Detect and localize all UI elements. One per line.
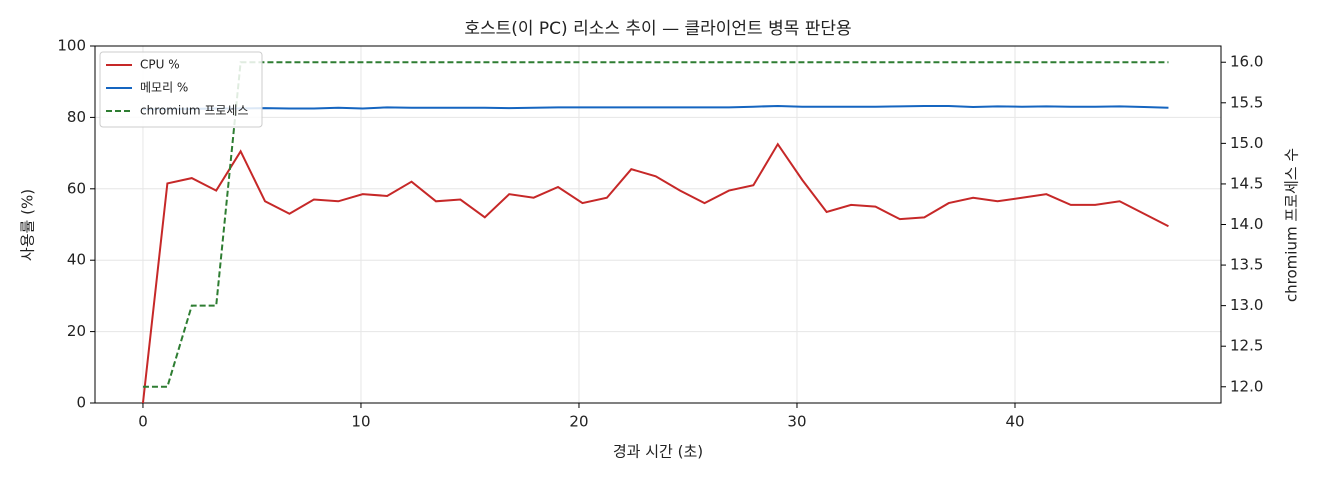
y2-tick-label: 15.5	[1230, 93, 1263, 111]
x-tick-label: 40	[1005, 413, 1024, 431]
y2-tick-label: 12.5	[1230, 337, 1263, 355]
y-tick-label: 80	[67, 108, 86, 126]
y-tick-label: 0	[76, 394, 86, 412]
y2-tick-label: 15.0	[1230, 134, 1263, 152]
x-tick-label: 10	[351, 413, 370, 431]
legend-box	[99, 51, 263, 128]
series-line	[142, 104, 1169, 111]
y2-tick-label: 14.5	[1230, 174, 1263, 192]
x-tick-label: 30	[787, 413, 806, 431]
y-tick-label: 20	[67, 322, 86, 340]
plot-frame	[94, 45, 1222, 404]
y2-axis-label: chromium 프로세스 수	[1283, 148, 1301, 302]
y-tick-label: 60	[67, 179, 86, 197]
chart-title: 호스트(이 PC) 리소스 추이 — 클라이언트 병목 판단용	[464, 19, 851, 39]
legend-label: CPU %	[140, 58, 180, 72]
y2-tick-label: 13.0	[1230, 296, 1263, 314]
y2-tick-label: 14.0	[1230, 215, 1263, 233]
legend-label: 메모리 %	[140, 81, 188, 95]
y2-tick-label: 16.0	[1230, 53, 1263, 71]
y-tick-label: 100	[57, 37, 86, 55]
y2-tick-label: 12.0	[1230, 377, 1263, 395]
series-line	[141, 142, 1169, 404]
legend-label: chromium 프로세스	[140, 104, 249, 118]
x-tick-label: 20	[569, 413, 588, 431]
y-axis-label: 사용률 (%)	[19, 189, 37, 261]
legend: CPU % 메모리 % chromium 프로세스	[99, 51, 263, 128]
y2-tick-label: 13.5	[1230, 256, 1263, 274]
series-line	[142, 61, 1169, 388]
x-tick-label: 0	[138, 413, 148, 431]
x-axis-label: 경과 시간 (초)	[613, 443, 703, 461]
y-tick-label: 40	[67, 251, 86, 269]
